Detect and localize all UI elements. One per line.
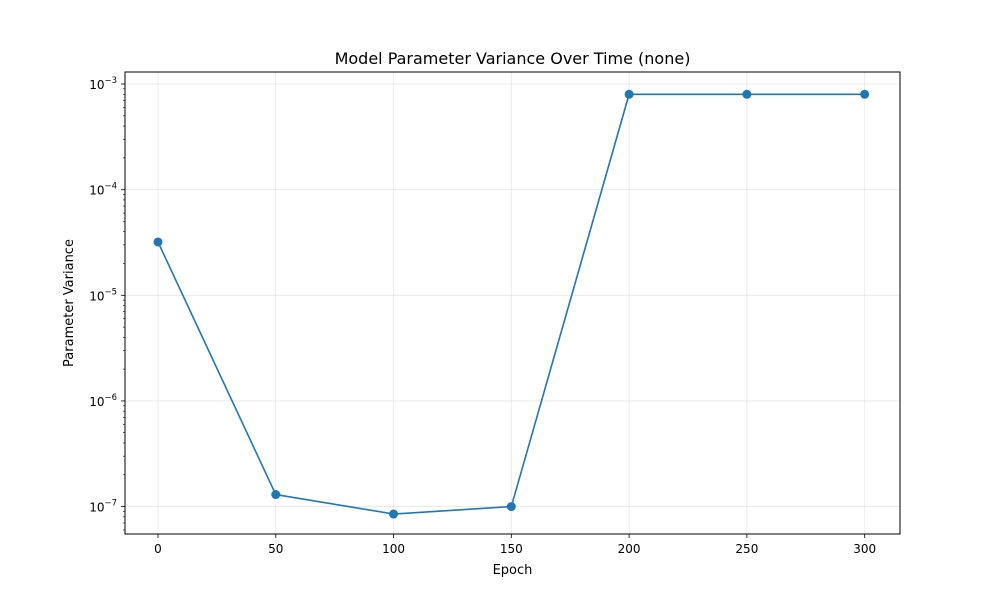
y-tick-label: 10−5	[89, 287, 117, 303]
x-axis-label: Epoch	[493, 563, 533, 578]
grid-lines	[125, 72, 900, 534]
x-tick-label: 150	[500, 542, 523, 556]
data-point	[506, 502, 516, 512]
x-tick-label: 250	[735, 542, 758, 556]
y-axis-ticks: 10−7 10−6 10−5 10−4 10−3	[89, 76, 125, 531]
series-layer	[153, 89, 870, 519]
data-point	[153, 237, 163, 247]
x-tick-label: 50	[268, 542, 283, 556]
x-tick-label: 100	[382, 542, 405, 556]
x-tick-label: 300	[853, 542, 876, 556]
x-tick-label: 0	[154, 542, 162, 556]
data-point	[389, 509, 399, 519]
data-point	[271, 490, 281, 500]
y-tick-label: 10−7	[89, 499, 117, 515]
data-point	[742, 89, 752, 99]
y-tick-label: 10−3	[89, 76, 117, 92]
x-axis-ticks: 0 50 100 150 200 250 300	[154, 534, 876, 556]
y-tick-label: 10−4	[89, 182, 117, 198]
y-axis-label: Parameter Variance	[62, 239, 77, 367]
data-point	[860, 89, 870, 99]
x-tick-label: 200	[618, 542, 641, 556]
chart-title: Model Parameter Variance Over Time (none…	[335, 49, 691, 68]
data-point	[624, 89, 634, 99]
plot-area-frame	[124, 71, 901, 535]
y-tick-label: 10−6	[89, 393, 117, 409]
